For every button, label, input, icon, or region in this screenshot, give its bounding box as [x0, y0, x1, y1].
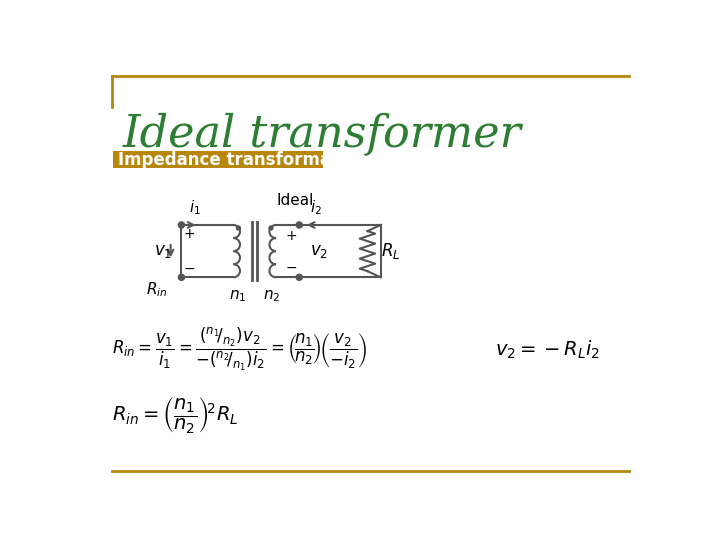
Text: $v_2$: $v_2$	[310, 242, 328, 260]
Text: $R_{in}$: $R_{in}$	[146, 280, 168, 299]
Text: Impedance transformation: Impedance transformation	[118, 151, 368, 168]
Text: Ideal transformer: Ideal transformer	[122, 112, 521, 156]
Text: $v_1$: $v_1$	[154, 242, 172, 260]
Text: $i_1$: $i_1$	[189, 199, 202, 217]
FancyBboxPatch shape	[113, 151, 323, 168]
Text: $R_{in} = \dfrac{v_1}{i_1} = \dfrac{(^{n_1}\!/_{n_2})v_2}{-(^{n_2}\!/_{n_1})i_2}: $R_{in} = \dfrac{v_1}{i_1} = \dfrac{(^{n…	[112, 326, 367, 373]
Text: $+$: $+$	[285, 229, 297, 243]
Text: $+$: $+$	[183, 227, 195, 241]
Text: $-$: $-$	[183, 261, 195, 275]
Text: $i_2$: $i_2$	[310, 199, 323, 217]
Text: $v_2 = -R_L i_2$: $v_2 = -R_L i_2$	[495, 339, 600, 361]
Text: $n_2$: $n_2$	[264, 288, 281, 304]
Circle shape	[179, 275, 184, 280]
Text: $R_{in} = \left(\dfrac{n_1}{n_2}\right)^{\!2} R_L$: $R_{in} = \left(\dfrac{n_1}{n_2}\right)^…	[112, 395, 238, 435]
Text: $R_L$: $R_L$	[382, 241, 401, 261]
Circle shape	[269, 226, 273, 230]
Circle shape	[297, 222, 302, 228]
Circle shape	[236, 226, 240, 230]
Text: Ideal: Ideal	[276, 193, 314, 208]
Text: $n_1$: $n_1$	[228, 288, 246, 304]
Circle shape	[297, 275, 302, 280]
Text: $-$: $-$	[285, 260, 297, 274]
Circle shape	[179, 222, 184, 228]
